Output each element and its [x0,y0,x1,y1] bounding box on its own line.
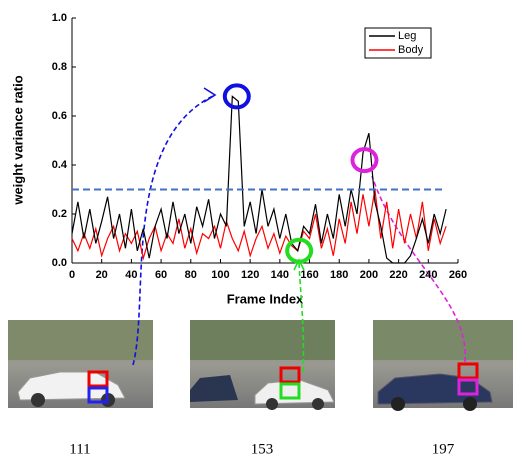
highlight-circle [225,85,249,107]
y-tick-label: 0.2 [52,208,67,220]
frame-label: 153 [251,441,274,457]
frame-label: 111 [69,441,90,457]
x-tick-label: 20 [96,269,108,281]
x-tick-label: 40 [125,269,137,281]
x-tick-label: 180 [330,269,348,281]
x-tick-label: 200 [360,269,378,281]
legend-label: Body [398,44,424,56]
x-tick-label: 240 [419,269,437,281]
x-tick-label: 260 [449,269,467,281]
y-axis-title: weight variance ratio [10,75,25,205]
y-tick-label: 0.6 [52,110,67,122]
x-tick-label: 60 [155,269,167,281]
x-axis-title: Frame Index [227,291,304,306]
x-tick-label: 140 [271,269,289,281]
page: {"chart_data": { "type": "line", "x_labe… [0,0,514,466]
x-tick-label: 220 [389,269,407,281]
frame-label: 197 [432,441,455,457]
photo [190,320,335,410]
x-tick-label: 100 [211,269,229,281]
chart: weight variance ratio Frame Index 0.0 0.2… [0,0,514,461]
y-tick-label: 1.0 [52,12,67,24]
photo [8,320,153,408]
x-tick-label: 160 [300,269,318,281]
y-tick-label: 0.4 [52,159,68,171]
x-tick-label: 120 [241,269,259,281]
legend-label: Leg [398,30,416,42]
y-tick-label: 0.0 [52,257,67,269]
x-tick-label: 0 [69,269,75,281]
highlight-circle [352,149,376,171]
x-tick-label: 80 [185,269,197,281]
photo [373,320,513,411]
y-tick-label: 0.8 [52,61,67,73]
series-line [72,190,446,259]
